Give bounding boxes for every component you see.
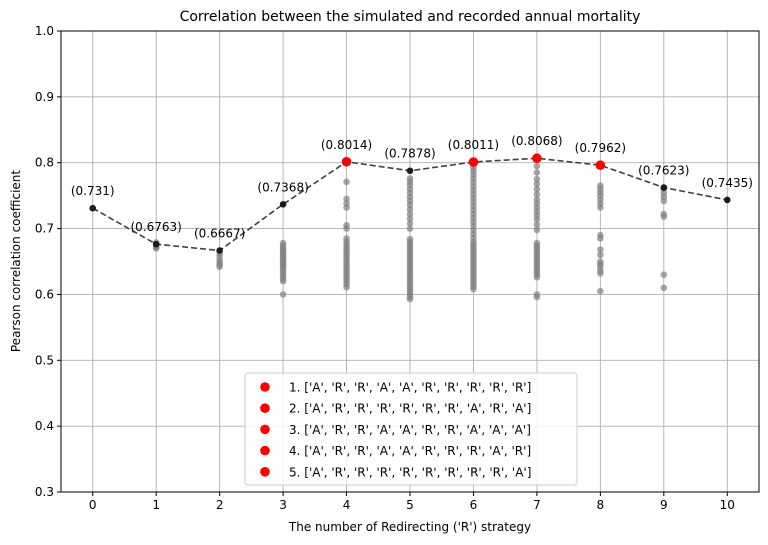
legend-entry-label: 3. ['A', 'R', 'R', 'A', 'A', 'R', 'R', '… xyxy=(289,423,531,437)
y-tick-label: 1.0 xyxy=(35,24,54,38)
legend: 1. ['A', 'R', 'R', 'A', 'A', 'R', 'R', '… xyxy=(244,372,578,486)
y-tick-label: 0.7 xyxy=(35,222,54,236)
highlight-point xyxy=(468,157,479,167)
x-tick-label: 8 xyxy=(597,498,605,512)
y-tick-label: 0.9 xyxy=(35,90,54,104)
best-point xyxy=(216,247,223,254)
strategy-point xyxy=(660,284,668,292)
highlight-point xyxy=(595,160,606,171)
strategy-point xyxy=(406,206,414,213)
strategy-point xyxy=(660,213,668,221)
strategy-point xyxy=(343,283,350,291)
strategy-point xyxy=(343,225,350,232)
strategy-point xyxy=(406,210,414,218)
strategy-point xyxy=(406,215,414,222)
data-label: (0.7962) xyxy=(575,141,626,155)
y-axis-label: Pearson correlation coefficient xyxy=(9,170,23,353)
x-tick-label: 2 xyxy=(216,498,224,512)
data-label: (0.7623) xyxy=(638,164,689,178)
legend-entry-label: 4. ['A', 'R', 'R', 'A', 'A', 'R', 'R', '… xyxy=(289,444,531,458)
strategy-point xyxy=(597,270,604,277)
legend-marker xyxy=(260,403,270,414)
best-point xyxy=(723,196,731,204)
strategy-point xyxy=(597,251,604,259)
legend-marker xyxy=(260,445,270,456)
x-tick-label: 6 xyxy=(470,498,478,512)
strategy-point xyxy=(343,195,350,203)
x-tick-label: 4 xyxy=(343,498,351,512)
data-label: (0.8014) xyxy=(321,138,372,152)
x-tick-label: 0 xyxy=(89,498,97,512)
legend-entry-label: 1. ['A', 'R', 'R', 'A', 'A', 'R', 'R', '… xyxy=(289,381,531,395)
data-label: (0.6667) xyxy=(194,227,245,241)
y-tick-label: 0.5 xyxy=(35,353,54,367)
x-tick-label: 10 xyxy=(720,498,735,512)
legend-entries: 1. ['A', 'R', 'R', 'A', 'A', 'R', 'R', '… xyxy=(260,381,531,479)
legend-box xyxy=(244,372,578,486)
strategy-point xyxy=(533,226,541,234)
legend-entry-label: 2. ['A', 'R', 'R', 'R', 'R', 'R', 'R', '… xyxy=(289,402,531,416)
x-tick-label: 7 xyxy=(533,498,541,512)
x-axis-ticks: 0 1 2 3 4 5 6 7 8 9 10 xyxy=(89,492,735,512)
strategy-point xyxy=(597,204,604,211)
legend-entry-label: 5. ['A', 'R', 'R', 'R', 'R', 'R', 'R', '… xyxy=(289,465,531,479)
chart-title: Correlation between the simulated and re… xyxy=(180,9,641,25)
strategy-point xyxy=(533,274,541,281)
best-point xyxy=(89,204,97,212)
strategy-point xyxy=(533,175,541,183)
best-point xyxy=(152,240,160,248)
strategy-point xyxy=(533,221,541,228)
data-label: (0.7878) xyxy=(384,147,435,161)
strategy-point xyxy=(406,220,414,227)
y-axis-ticks: 0.3 0.4 0.5 0.6 0.7 0.8 0.9 1.0 xyxy=(35,24,61,499)
strategy-point xyxy=(279,291,287,298)
data-label: (0.8011) xyxy=(448,138,499,152)
data-label: (0.731) xyxy=(71,184,115,198)
strategy-point xyxy=(406,295,414,303)
x-tick-label: 5 xyxy=(406,498,414,512)
y-tick-label: 0.4 xyxy=(35,419,54,433)
strategy-point xyxy=(279,277,287,285)
x-axis-label: The number of Redirecting ('R') strategy xyxy=(288,520,531,534)
highlight-point xyxy=(341,156,352,167)
strategy-point xyxy=(533,169,541,176)
y-tick-label: 0.3 xyxy=(35,485,54,499)
y-tick-label: 0.6 xyxy=(35,287,54,301)
strategy-point xyxy=(470,285,477,293)
best-point xyxy=(660,184,668,191)
highlight-point xyxy=(532,153,542,164)
data-label: (0.7435) xyxy=(702,176,753,190)
strategy-point xyxy=(216,263,223,271)
strategy-point xyxy=(343,204,350,211)
strategy-point xyxy=(597,235,604,242)
strategy-point xyxy=(533,185,541,193)
data-labels: (0.731) (0.6763) (0.6667) (0.7368) (0.8014) (… xyxy=(71,134,753,240)
best-point xyxy=(279,201,287,208)
strategy-point xyxy=(406,201,414,209)
best-points xyxy=(89,153,731,254)
x-tick-label: 1 xyxy=(152,498,160,512)
strategy-point xyxy=(533,180,541,188)
x-tick-label: 3 xyxy=(279,498,287,512)
strategy-point xyxy=(533,162,541,170)
strategy-point xyxy=(597,246,604,253)
legend-marker xyxy=(260,424,270,435)
strategy-point xyxy=(597,287,604,295)
data-label: (0.7368) xyxy=(257,180,308,194)
x-tick-label: 9 xyxy=(660,498,668,512)
legend-marker xyxy=(260,382,270,392)
strategy-point xyxy=(533,191,541,198)
strategy-point xyxy=(406,225,414,232)
strategy-point xyxy=(660,197,668,205)
strategy-point xyxy=(533,216,541,223)
strategy-point xyxy=(533,293,541,301)
legend-marker xyxy=(260,467,270,477)
best-point xyxy=(406,167,414,175)
strategy-point xyxy=(343,178,350,186)
strategy-point xyxy=(660,271,668,278)
y-tick-label: 0.8 xyxy=(35,156,54,170)
data-label: (0.8068) xyxy=(511,134,562,148)
data-label: (0.6763) xyxy=(131,220,182,234)
